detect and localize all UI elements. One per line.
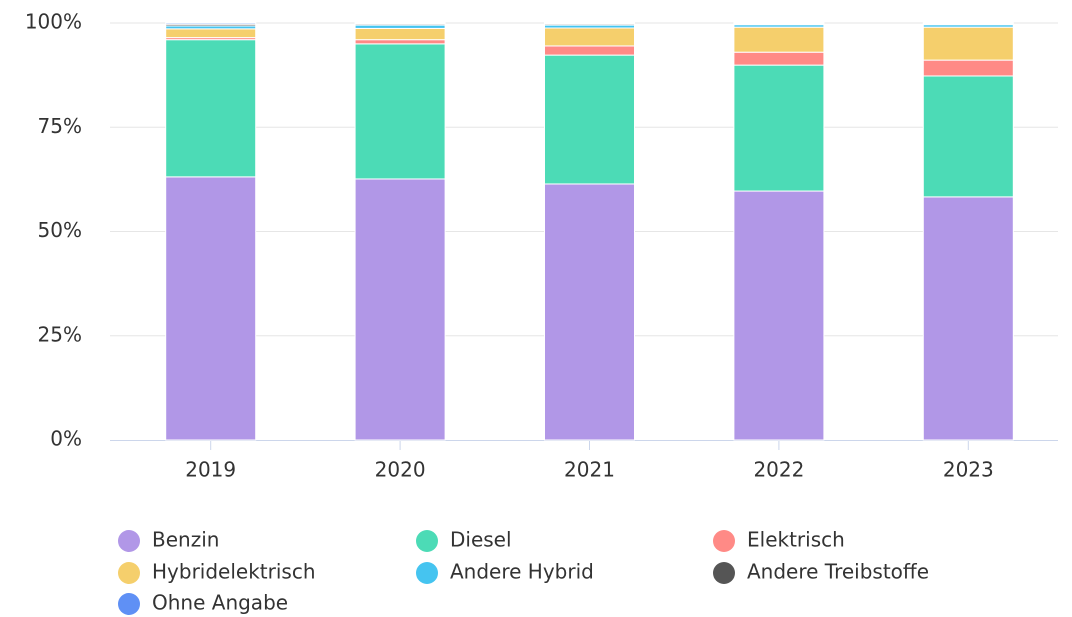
bar-segment: [354, 27, 446, 41]
bar-segment: [544, 183, 635, 441]
legend-swatch: [416, 562, 438, 584]
y-tick-label: 75%: [38, 114, 82, 138]
y-tick-label: 0%: [50, 427, 82, 451]
y-tick-label: 25%: [38, 322, 82, 346]
bar-segment: [733, 26, 825, 53]
x-tick-label: 2020: [375, 458, 426, 482]
y-tick-label: 50%: [38, 218, 82, 242]
bar-segment: [733, 64, 825, 192]
bar-segment: [165, 39, 257, 178]
x-tick-label: 2019: [185, 458, 236, 482]
bar-segment: [922, 26, 1014, 61]
bar-segment: [165, 176, 257, 441]
legend-swatch: [713, 530, 735, 552]
legend-swatch: [713, 562, 735, 584]
bar-segment: [733, 51, 825, 66]
x-tick-label: 2021: [564, 458, 615, 482]
legend-swatch: [416, 530, 438, 552]
legend-label: Benzin: [152, 528, 219, 552]
y-tick-label: 100%: [25, 10, 82, 34]
bar-segment: [354, 22, 446, 25]
bar-segment: [544, 45, 635, 56]
legend-swatch: [118, 593, 140, 615]
bar-segment: [165, 28, 257, 39]
legend-label: Hybridelektrisch: [152, 560, 316, 584]
bar-segment: [544, 27, 635, 47]
legend-label: Andere Treibstoffe: [747, 560, 929, 584]
bar-segment: [922, 22, 1014, 25]
bar-segment: [354, 24, 446, 29]
bar-segment: [922, 75, 1014, 198]
bar-segment: [922, 196, 1014, 441]
legend-swatch: [118, 530, 140, 552]
bar-segment: [733, 190, 825, 441]
bar-segment: [544, 54, 635, 185]
bar-segment: [354, 43, 446, 180]
legend-label: Ohne Angabe: [152, 591, 288, 615]
legend-label: Andere Hybrid: [450, 560, 594, 584]
bar-segment: [165, 22, 257, 25]
bar-segment: [354, 39, 446, 45]
legend-label: Elektrisch: [747, 528, 845, 552]
bar-segment: [922, 59, 1014, 77]
x-tick-label: 2023: [943, 458, 994, 482]
bar-segment: [354, 178, 446, 441]
legend-swatch: [118, 562, 140, 584]
bar-segment: [544, 22, 635, 25]
x-tick-label: 2022: [753, 458, 804, 482]
bar-segment: [733, 22, 825, 25]
legend-label: Diesel: [450, 528, 512, 552]
